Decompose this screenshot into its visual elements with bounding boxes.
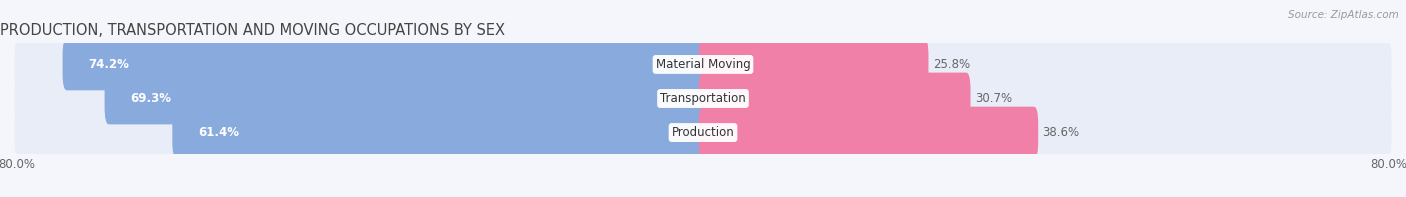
Text: 61.4%: 61.4% [198,126,239,139]
Text: 74.2%: 74.2% [89,58,129,71]
Text: Source: ZipAtlas.com: Source: ZipAtlas.com [1288,10,1399,20]
FancyBboxPatch shape [14,43,1392,86]
FancyBboxPatch shape [699,107,1038,158]
Text: 25.8%: 25.8% [932,58,970,71]
Legend: Male, Female: Male, Female [644,194,762,197]
Text: Production: Production [672,126,734,139]
FancyBboxPatch shape [699,39,928,90]
FancyBboxPatch shape [14,77,1392,120]
FancyBboxPatch shape [14,111,1392,154]
FancyBboxPatch shape [104,73,707,124]
FancyBboxPatch shape [173,107,707,158]
Text: Material Moving: Material Moving [655,58,751,71]
Text: PRODUCTION, TRANSPORTATION AND MOVING OCCUPATIONS BY SEX: PRODUCTION, TRANSPORTATION AND MOVING OC… [0,23,505,38]
Text: Transportation: Transportation [661,92,745,105]
Text: 69.3%: 69.3% [131,92,172,105]
FancyBboxPatch shape [699,73,970,124]
Text: 30.7%: 30.7% [974,92,1012,105]
Text: 38.6%: 38.6% [1042,126,1080,139]
FancyBboxPatch shape [63,39,707,90]
